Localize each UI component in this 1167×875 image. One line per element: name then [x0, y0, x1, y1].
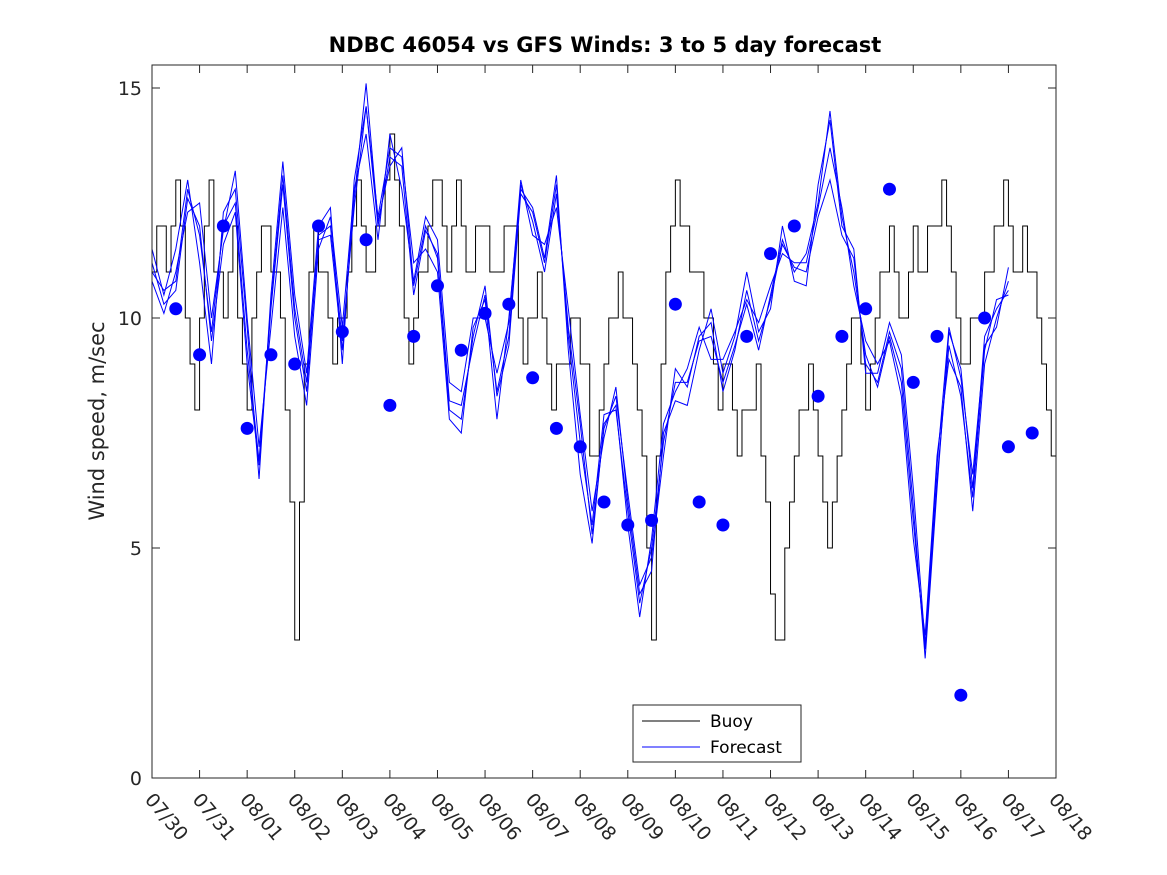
forecast-marker — [1001, 440, 1015, 454]
forecast-marker — [597, 495, 611, 509]
forecast-series-group — [151, 83, 1009, 659]
buoy-series-group — [152, 133, 1056, 641]
forecast-marker — [478, 306, 492, 320]
forecast-marker — [335, 325, 349, 339]
legend-box — [632, 704, 802, 763]
forecast-marker — [193, 348, 207, 362]
forecast-marker — [906, 375, 920, 389]
forecast-marker — [764, 247, 778, 261]
buoy-line — [152, 133, 1056, 641]
forecast-marker — [930, 329, 944, 343]
forecast-marker — [216, 219, 230, 233]
forecast-line-1 — [151, 106, 1009, 659]
forecast-marker — [240, 421, 254, 435]
forecast-marker — [1025, 426, 1039, 440]
forecast-marker — [169, 302, 183, 316]
forecast-marker — [288, 357, 302, 371]
forecast-marker — [526, 371, 540, 385]
forecast-marker — [621, 518, 635, 532]
forecast-marker — [716, 518, 730, 532]
forecast-marker — [264, 348, 278, 362]
y-tick-label: 0 — [130, 768, 142, 790]
forecast-marker — [645, 513, 659, 527]
forecast-marker — [430, 279, 444, 293]
y-tick-label: 5 — [130, 538, 142, 560]
y-tick-label: 10 — [118, 308, 142, 330]
forecast-marker — [549, 421, 563, 435]
forecast-marker — [954, 688, 968, 702]
forecast-marker — [573, 440, 587, 454]
plot-frame — [151, 64, 1057, 779]
plot-area — [152, 65, 1056, 778]
legend-label-buoy: Buoy — [710, 712, 753, 732]
forecast-marker — [359, 233, 373, 247]
legend: Buoy Forecast — [632, 704, 802, 763]
forecast-marker — [740, 329, 754, 343]
forecast-line-3 — [151, 120, 1009, 645]
forecast-line-2 — [151, 106, 1009, 636]
forecast-marker — [811, 389, 825, 403]
legend-label-forecast: Forecast — [710, 738, 782, 758]
y-axis-label: Wind speed, m/sec — [85, 321, 109, 520]
forecast-marker — [454, 343, 468, 357]
forecast-marker — [668, 297, 682, 311]
forecast-marker — [407, 329, 421, 343]
forecast-marker — [383, 398, 397, 412]
forecast-marker — [787, 219, 801, 233]
chart-title: NDBC 46054 vs GFS Winds: 3 to 5 day fore… — [329, 33, 882, 57]
y-axis: 0 5 10 15 — [118, 78, 1056, 790]
forecast-marker — [502, 297, 516, 311]
forecast-marker — [882, 182, 896, 196]
forecast-marker — [692, 495, 706, 509]
forecast-markers-group — [169, 182, 1039, 702]
forecast-marker — [312, 219, 326, 233]
forecast-marker — [859, 302, 873, 316]
forecast-marker — [835, 329, 849, 343]
y-tick-label: 15 — [118, 78, 142, 100]
forecast-marker — [978, 311, 992, 325]
